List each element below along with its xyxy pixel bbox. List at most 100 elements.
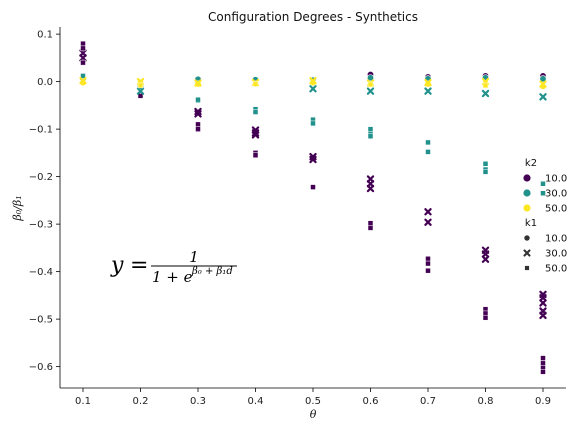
data-point-k2-10.0-k1-50.0 xyxy=(80,45,86,52)
equation-equals: = xyxy=(130,253,148,278)
data-point-k2-10.0-k1-30.0 xyxy=(366,184,375,193)
data-point-k2-50.0-k1-50.0 xyxy=(137,82,144,89)
data-point-k2-50.0-k1-30.0 xyxy=(539,80,547,88)
data-point-k2-30.0-k1-50.0 xyxy=(540,181,546,187)
y-axis-label: β₀/β₁ xyxy=(11,195,24,221)
data-point-k2-10.0-k1-50.0 xyxy=(482,314,489,321)
data-point-k2-30.0-k1-50.0 xyxy=(367,126,374,132)
legend-hue-label: 50.0 xyxy=(545,204,567,215)
data-point-k2-50.0-k1-30.0 xyxy=(309,76,317,85)
data-point-k2-30.0-k1-30.0 xyxy=(539,93,547,101)
data-point-k2-30.0-k1-30.0 xyxy=(366,87,375,95)
data-point-k2-30.0-k1-10.0 xyxy=(539,75,547,83)
chart-title: Configuration Degrees - Synthetics xyxy=(208,10,418,24)
data-point-k2-10.0-k1-50.0 xyxy=(540,355,546,361)
data-point-k2-10.0-k1-50.0 xyxy=(425,260,431,267)
legend-hue-label: 30.0 xyxy=(545,189,567,200)
legend-style-label: 10.0 xyxy=(545,234,567,245)
data-point-k2-30.0-k1-30.0 xyxy=(424,87,432,95)
y-tick-label: −0.5 xyxy=(29,315,53,326)
data-point-k2-30.0-k1-30.0 xyxy=(309,85,317,93)
equation-annotation: y = 1 1 + e β₀ + β₁d xyxy=(110,248,237,286)
data-point-k2-10.0-k1-50.0 xyxy=(195,126,201,132)
data-point-k2-50.0-k1-50.0 xyxy=(252,81,259,87)
legend-style-label: 30.0 xyxy=(545,249,567,260)
data-point-k2-10.0-k1-30.0 xyxy=(79,49,87,57)
data-point-k2-10.0-k1-30.0 xyxy=(309,155,317,164)
equation-lhs: y xyxy=(110,253,124,278)
data-point-k2-10.0-k1-30.0 xyxy=(539,294,547,302)
data-point-k2-10.0-k1-50.0 xyxy=(540,369,546,375)
legend: k2 k1 10.0 30.0 50.0 10.0 30.0 50.0 xyxy=(523,158,567,275)
data-point-k2-10.0-k1-50.0 xyxy=(367,220,374,226)
x-tick-label: 0.8 xyxy=(478,396,494,407)
legend-hue-title: k2 xyxy=(525,158,537,169)
x-tick-label: 0.7 xyxy=(420,396,436,407)
x-ticks: 0.1 0.2 0.3 0.4 0.5 0.6 0.7 0.8 0.9 xyxy=(75,388,551,407)
data-points xyxy=(79,40,547,375)
y-tick-label: −0.3 xyxy=(29,220,53,231)
y-tick-label: 0.1 xyxy=(37,30,53,41)
equation-denominator: 1 + e xyxy=(152,268,193,286)
data-point-k2-50.0-k1-30.0 xyxy=(79,76,87,85)
data-point-k2-50.0-k1-30.0 xyxy=(424,78,432,87)
x-tick-label: 0.2 xyxy=(133,396,149,407)
x-tick-label: 0.6 xyxy=(363,396,379,407)
legend-style-marker xyxy=(523,249,531,257)
legend-hue-marker xyxy=(523,174,531,182)
data-point-k2-10.0-k1-30.0 xyxy=(481,255,490,263)
x-tick-label: 0.3 xyxy=(190,396,206,407)
equation-numerator: 1 xyxy=(189,248,199,266)
x-tick-label: 0.4 xyxy=(248,396,264,407)
y-tick-label: −0.2 xyxy=(29,172,53,183)
data-point-k2-50.0-k1-30.0 xyxy=(194,79,202,87)
data-point-k2-30.0-k1-50.0 xyxy=(367,133,374,139)
data-point-k2-30.0-k1-50.0 xyxy=(482,161,489,167)
data-point-k2-30.0-k1-50.0 xyxy=(482,169,489,175)
legend-style-title: k1 xyxy=(525,218,537,229)
legend-style-label: 50.0 xyxy=(545,264,567,275)
data-point-k2-10.0-k1-50.0 xyxy=(367,225,374,231)
data-point-k2-10.0-k1-30.0 xyxy=(539,299,547,307)
data-point-k2-10.0-k1-30.0 xyxy=(424,218,432,226)
data-point-k2-30.0-k1-50.0 xyxy=(425,139,431,146)
data-point-k2-10.0-k1-50.0 xyxy=(425,267,431,274)
data-point-k2-30.0-k1-50.0 xyxy=(425,149,431,155)
data-point-k2-10.0-k1-50.0 xyxy=(80,40,86,47)
data-point-k2-30.0-k1-50.0 xyxy=(252,109,259,115)
data-point-k2-10.0-k1-50.0 xyxy=(252,152,259,158)
x-tick-label: 0.5 xyxy=(305,396,321,407)
data-point-k2-30.0-k1-50.0 xyxy=(195,96,201,103)
x-tick-label: 0.9 xyxy=(535,396,551,407)
data-point-k2-30.0-k1-50.0 xyxy=(540,190,546,196)
data-point-k2-10.0-k1-50.0 xyxy=(137,93,144,99)
data-point-k2-10.0-k1-30.0 xyxy=(251,129,260,137)
data-point-k2-10.0-k1-30.0 xyxy=(481,250,490,258)
legend-hue-marker xyxy=(523,189,531,197)
legend-hue-marker xyxy=(523,204,531,212)
legend-hue-label: 10.0 xyxy=(545,174,567,185)
data-point-k2-10.0-k1-50.0 xyxy=(310,184,316,190)
y-tick-label: −0.1 xyxy=(29,125,53,136)
data-point-k2-30.0-k1-30.0 xyxy=(136,87,145,95)
equation-exponent: β₀ + β₁d xyxy=(191,266,233,277)
data-point-k2-30.0-k1-50.0 xyxy=(310,120,316,127)
data-point-k2-10.0-k1-50.0 xyxy=(540,360,546,367)
legend-style-marker xyxy=(524,265,530,271)
data-point-k2-30.0-k1-30.0 xyxy=(481,89,490,98)
legend-style-marker xyxy=(523,234,531,242)
x-tick-label: 0.1 xyxy=(75,396,91,407)
x-axis-label: θ xyxy=(310,408,317,421)
y-tick-label: 0.0 xyxy=(37,77,53,88)
data-point-k2-50.0-k1-50.0 xyxy=(482,82,489,89)
y-tick-label: −0.4 xyxy=(29,267,53,278)
y-ticks: 0.1 0.0 −0.1 −0.2 −0.3 −0.4 −0.5 −0.6 xyxy=(29,30,60,373)
y-tick-label: −0.6 xyxy=(29,362,53,373)
data-point-k2-10.0-k1-50.0 xyxy=(80,59,86,66)
data-point-k2-10.0-k1-30.0 xyxy=(424,208,432,216)
data-point-k2-10.0-k1-50.0 xyxy=(195,121,201,128)
data-point-k2-10.0-k1-50.0 xyxy=(425,256,431,262)
data-point-k2-10.0-k1-30.0 xyxy=(539,311,547,320)
